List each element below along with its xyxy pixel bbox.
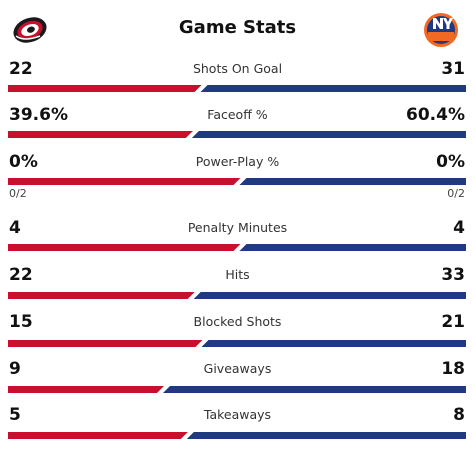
home-stat-value: 8 — [453, 405, 465, 425]
stat-row: 0% Power-Play % 0% 0/2 0/2 — [0, 151, 475, 200]
stat-comparison-bar — [8, 178, 466, 185]
home-stat-detail: 0/2 — [447, 187, 465, 200]
home-stat-value: 0% — [436, 152, 465, 172]
home-share-bar — [239, 178, 466, 185]
home-share-bar — [193, 292, 466, 299]
stat-label: Faceoff % — [207, 107, 268, 122]
away-stat-detail: 0/2 — [9, 187, 27, 200]
home-stat-value: 4 — [453, 218, 465, 238]
stat-label: Blocked Shots — [193, 314, 282, 329]
home-stat-value: 31 — [441, 59, 465, 79]
away-share-bar — [8, 178, 241, 185]
page-title: Game Stats — [178, 17, 297, 38]
stat-label: Power-Play % — [195, 154, 280, 169]
stat-row: 22 Shots On Goal 31 — [0, 58, 475, 103]
stat-comparison-bar — [8, 131, 466, 138]
away-stat-value: 15 — [9, 312, 33, 332]
home-stat-value: 18 — [441, 359, 465, 379]
away-stat-value: 22 — [9, 59, 33, 79]
stat-label: Penalty Minutes — [187, 220, 288, 235]
away-share-bar — [8, 131, 193, 138]
islanders-logo-icon — [424, 13, 458, 47]
stat-comparison-bar — [8, 386, 466, 393]
away-stat-value: 5 — [9, 405, 21, 425]
stat-row: 9 Giveaways 18 — [0, 358, 475, 403]
away-share-bar — [8, 85, 202, 92]
game-stats-header: Game Stats — [0, 0, 475, 58]
home-stat-value: 60.4% — [406, 105, 465, 125]
away-stat-value: 4 — [9, 218, 21, 238]
home-share-bar — [163, 386, 466, 393]
home-share-bar — [239, 244, 466, 251]
stat-comparison-bar — [8, 340, 466, 347]
home-share-bar — [186, 432, 466, 439]
away-share-bar — [8, 244, 241, 251]
away-share-bar — [8, 292, 195, 299]
away-stat-value: 9 — [9, 359, 21, 379]
stat-label: Takeaways — [203, 407, 272, 422]
home-stat-value: 21 — [441, 312, 465, 332]
stat-label: Giveaways — [203, 361, 272, 376]
away-share-bar — [8, 432, 188, 439]
stat-label: Shots On Goal — [192, 61, 283, 76]
home-share-bar — [191, 131, 466, 138]
stat-row: 22 Hits 33 — [0, 264, 475, 309]
away-share-bar — [8, 386, 165, 393]
stat-row: 39.6% Faceoff % 60.4% — [0, 104, 475, 149]
away-stat-value: 39.6% — [9, 105, 68, 125]
stat-comparison-bar — [8, 244, 466, 251]
stat-comparison-bar — [8, 432, 466, 439]
stat-row: 15 Blocked Shots 21 — [0, 311, 475, 356]
home-stat-value: 33 — [441, 265, 465, 285]
away-share-bar — [8, 340, 203, 347]
stat-comparison-bar — [8, 85, 466, 92]
stat-label: Hits — [225, 267, 250, 282]
stat-comparison-bar — [8, 292, 466, 299]
stat-row: 4 Penalty Minutes 4 — [0, 217, 475, 262]
away-stat-value: 22 — [9, 265, 33, 285]
stat-row: 5 Takeaways 8 — [0, 404, 475, 449]
hurricanes-logo-icon — [13, 17, 47, 43]
away-stat-value: 0% — [9, 152, 38, 172]
home-share-bar — [201, 340, 466, 347]
home-share-bar — [200, 85, 466, 92]
